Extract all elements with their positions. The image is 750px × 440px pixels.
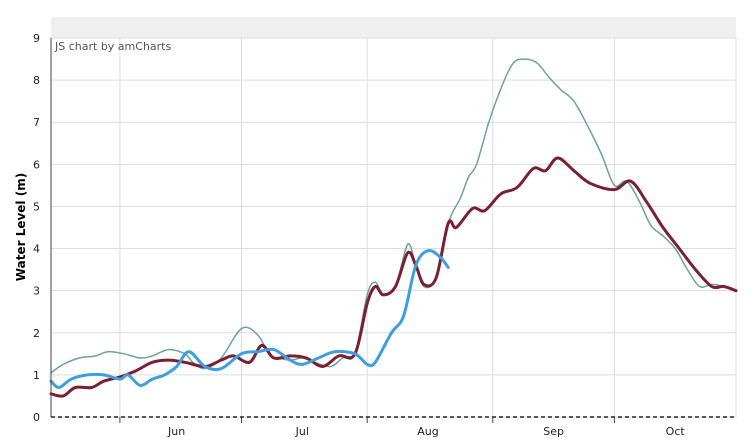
y-tick-label: 0 (33, 411, 40, 424)
y-tick-label: 7 (33, 116, 40, 129)
series-line-3[interactable] (49, 248, 450, 389)
axes (50, 38, 736, 418)
y-tick-label: 9 (33, 32, 40, 45)
chart-credit[interactable]: JS chart by amCharts (54, 40, 171, 53)
series-line-2[interactable] (49, 156, 738, 398)
x-tick-label: Oct (666, 425, 686, 438)
y-tick-label: 2 (33, 327, 40, 340)
series-lines (49, 58, 738, 398)
plot-area (50, 37, 737, 418)
grid (51, 37, 736, 423)
chart-header-band (51, 17, 736, 38)
x-tick-labels: Jun Jul Aug Sep Oct (167, 425, 685, 438)
y-tick-label: 3 (33, 285, 40, 298)
y-tick-label: 5 (33, 200, 40, 213)
y-tick-label: 6 (33, 158, 40, 171)
y-tick-labels: 0 1 2 3 4 5 6 7 8 9 (33, 32, 40, 424)
x-tick-label: Jul (295, 425, 309, 438)
y-tick-label: 8 (33, 74, 40, 87)
y-tick-label: 1 (33, 369, 40, 382)
x-tick-label: Jun (167, 425, 185, 438)
y-axis-title: Water Level (m) (14, 173, 28, 281)
x-tick-label: Aug (417, 425, 438, 438)
x-tick-label: Sep (543, 425, 564, 438)
y-tick-label: 4 (33, 243, 40, 256)
